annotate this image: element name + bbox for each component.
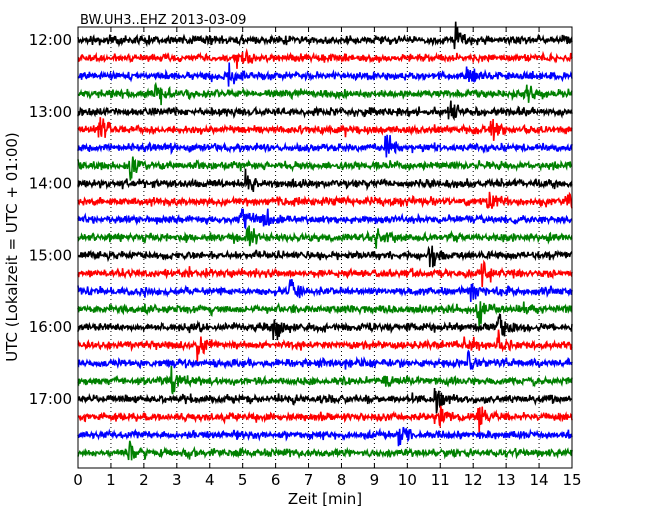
y-tick-label: 15:00 [29,246,72,264]
y-axis-label: UTC (Lokalzeit = UTC + 01:00) [3,132,21,362]
y-tick-label: 12:00 [29,31,72,49]
x-tick-label: 5 [238,471,248,489]
x-tick-label: 11 [431,471,450,489]
x-axis-label: Zeit [min] [288,490,362,508]
y-tick-label: 16:00 [29,318,72,336]
trace-1430 [77,208,573,230]
trace-1415 [77,191,573,210]
trace-1330 [77,134,573,158]
chart-title: BW.UH3..EHZ 2013-03-09 [80,13,246,28]
x-tick-label: 0 [73,471,83,489]
trace-1200 [77,21,573,50]
trace-1400 [77,168,573,192]
x-tick-label: 15 [562,471,581,489]
x-tick-label: 8 [337,471,347,489]
trace-1645 [77,365,573,395]
x-tick-label: 3 [172,471,182,489]
trace-1600 [77,313,573,341]
y-tick-label: 17:00 [29,390,72,408]
x-tick-label: 4 [205,471,215,489]
trace-1745 [77,440,573,461]
trace-1715 [77,405,573,433]
trace-1730 [77,426,573,447]
trace-1615 [77,329,573,362]
x-tick-label: 7 [304,471,314,489]
trace-1515 [77,259,573,288]
trace-1300 [77,100,573,122]
x-tick-label: 2 [139,471,149,489]
x-tick-label: 6 [271,471,281,489]
x-tick-label: 10 [398,471,417,489]
trace-1230 [77,62,573,87]
trace-1215 [77,47,573,69]
x-tick-label: 13 [497,471,516,489]
trace-1630 [77,349,573,371]
trace-1245 [77,81,573,106]
trace-1500 [77,245,573,268]
plot-area [77,21,573,468]
trace-1315 [77,117,573,141]
trace-1445 [77,225,573,249]
y-tick-label: 13:00 [29,103,72,121]
trace-1545 [77,301,573,328]
x-tick-label: 9 [370,471,380,489]
trace-1345 [77,156,573,181]
x-tick-label: 14 [530,471,549,489]
x-tick-label: 1 [106,471,116,489]
y-tick-label: 14:00 [29,175,72,193]
trace-1700 [77,387,573,414]
x-axis: 0 1 2 3 4 5 6 7 8 9 10 11 12 13 14 15 [73,27,582,489]
y-axis: 12:00 13:00 14:00 15:00 16:00 17:00 [29,31,83,408]
plot-frame [77,26,573,469]
x-tick-label: 12 [464,471,483,489]
trace-1530 [77,279,573,302]
